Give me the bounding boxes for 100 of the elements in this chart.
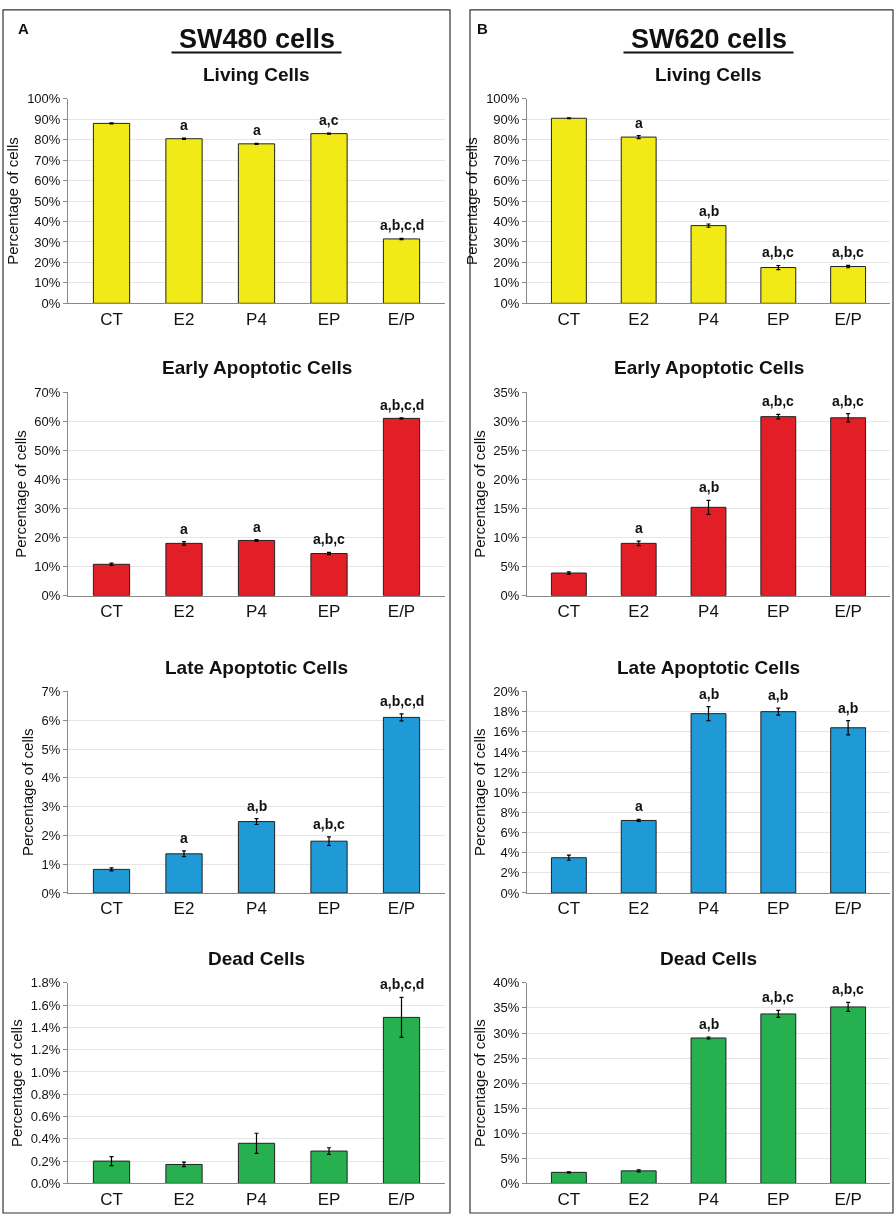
x-tick-label: CT: [557, 602, 581, 622]
x-tick-label: EP: [317, 309, 341, 329]
annotation: a,b,c,d: [380, 217, 425, 233]
x-tick-label: E2: [628, 899, 650, 919]
text: A: [18, 20, 29, 37]
y-tick-label: 10%: [34, 559, 61, 575]
annotation: a: [253, 519, 261, 535]
bar: [310, 1150, 348, 1184]
y-tick-label: 35%: [493, 1000, 520, 1016]
y-tick-label: 90%: [493, 111, 520, 127]
x-tick-label: CT: [100, 309, 123, 329]
y-tick-label: 20%: [493, 684, 520, 700]
x-tick-label: E/P: [387, 602, 416, 622]
annotation: a: [180, 521, 188, 537]
x-tick-label: P4: [246, 899, 267, 919]
y-tick-label: 60%: [34, 413, 61, 429]
annotation: a,b,c,d: [380, 976, 425, 992]
x-tick-label: CT: [100, 602, 123, 622]
bar: [92, 122, 131, 304]
y-tick-label: 2%: [41, 827, 61, 843]
x-tick-label: E/P: [387, 899, 416, 919]
bar: [382, 238, 421, 304]
y-tick-label: 0.4%: [30, 1131, 61, 1147]
annotation: a,c: [319, 112, 339, 128]
chart-title: Dead Cells: [208, 948, 306, 969]
y-tick-label: 70%: [34, 384, 61, 400]
bar: [165, 138, 203, 304]
y-axis-title: Percentage of cells: [463, 137, 481, 265]
bar: [92, 868, 131, 893]
bar: [310, 133, 348, 304]
y-tick-label: 0%: [500, 295, 520, 311]
y-tick-label: 1.0%: [30, 1064, 61, 1080]
y-axis-title: Percentage of cells: [470, 728, 488, 857]
bar: [237, 143, 276, 304]
y-tick-label: 60%: [34, 173, 61, 189]
y-tick-label: 0.6%: [30, 1109, 61, 1125]
bar: [690, 506, 727, 596]
x-tick-label: E/P: [387, 309, 416, 329]
x-tick-label: CT: [557, 309, 581, 329]
y-tick-label: 20%: [34, 254, 61, 270]
x-tick-label: EP: [766, 602, 790, 622]
annotation: a,b: [699, 479, 720, 495]
y-tick-label: 6%: [41, 712, 61, 728]
x-tick-label: E2: [173, 309, 195, 329]
y-axis-title: Percentage of cells: [11, 430, 29, 558]
chart-title: Living Cells: [655, 64, 762, 85]
y-tick-label: 40%: [34, 214, 61, 230]
bar: [620, 136, 657, 304]
bar: [620, 819, 657, 893]
x-tick-label: EP: [766, 899, 790, 919]
bar: [690, 1037, 727, 1184]
bar: [165, 1163, 203, 1184]
annotation: a: [180, 117, 188, 133]
x-tick-label: P4: [698, 602, 719, 622]
x-tick-label: E2: [173, 899, 195, 919]
x-tick-label: P4: [698, 1189, 719, 1209]
y-tick-label: 50%: [34, 193, 61, 209]
annotation: a,b,c: [762, 393, 795, 409]
x-tick-label: EP: [766, 1189, 790, 1209]
x-tick-label: E/P: [834, 309, 862, 329]
bar: [237, 539, 276, 596]
y-tick-label: 50%: [493, 193, 520, 209]
annotation: a: [635, 115, 643, 131]
x-tick-label: EP: [766, 309, 790, 329]
y-tick-label: 25%: [493, 442, 520, 458]
y-tick-label: 10%: [493, 275, 520, 291]
annotation: a: [253, 122, 261, 138]
y-tick-label: 0.0%: [30, 1175, 61, 1191]
x-tick-label: E2: [628, 602, 650, 622]
annotation: a: [635, 798, 643, 814]
bar: [550, 857, 587, 893]
annotation: a,b,c: [762, 244, 795, 260]
x-tick-label: E2: [628, 309, 650, 329]
y-tick-label: 0%: [500, 588, 520, 604]
x-tick-label: E/P: [834, 899, 862, 919]
bar: [165, 853, 203, 893]
y-tick-label: 0%: [41, 295, 61, 311]
x-tick-label: EP: [317, 602, 341, 622]
y-tick-label: 70%: [34, 152, 61, 168]
y-tick-label: 40%: [493, 214, 520, 230]
text: SW480 cells: [179, 24, 336, 54]
annotation: a,b: [768, 687, 789, 703]
y-tick-label: 70%: [493, 152, 520, 168]
y-tick-label: 80%: [34, 132, 61, 148]
y-tick-label: 15%: [493, 1100, 520, 1116]
y-tick-label: 20%: [493, 254, 520, 270]
y-tick-label: 18%: [493, 704, 520, 720]
x-tick-label: E/P: [834, 602, 862, 622]
x-tick-label: P4: [246, 1189, 267, 1209]
x-tick-label: P4: [246, 602, 267, 622]
y-tick-label: 5%: [41, 741, 61, 757]
y-tick-label: 4%: [41, 770, 61, 786]
y-tick-label: 50%: [34, 442, 61, 458]
annotation: a,b: [838, 700, 859, 716]
y-tick-label: 0%: [41, 885, 61, 901]
y-axis-title: Percentage of cells: [470, 430, 488, 558]
y-tick-label: 0.8%: [30, 1086, 61, 1102]
y-tick-label: 7%: [41, 684, 61, 700]
annotation: a,b,c: [832, 981, 865, 997]
y-tick-label: 10%: [493, 784, 520, 800]
